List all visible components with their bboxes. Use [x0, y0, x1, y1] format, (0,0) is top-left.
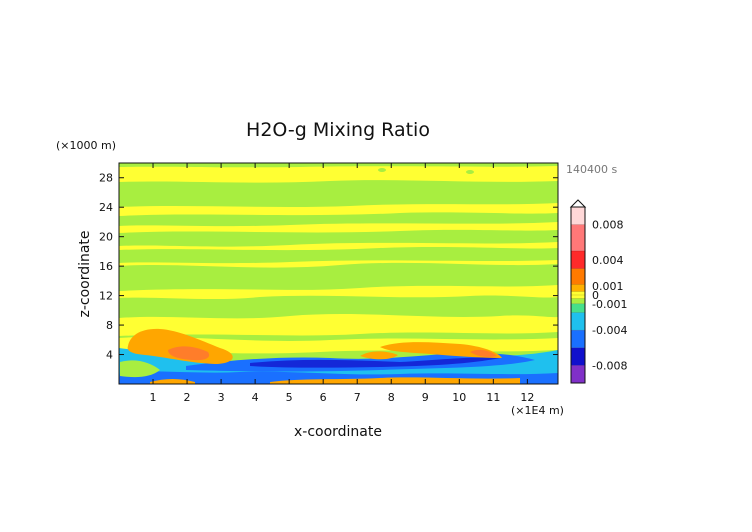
x-tick-label: 9 — [422, 391, 429, 404]
colorbar-label: 0.008 — [592, 219, 624, 232]
x-axis: 1 2 3 4 5 6 7 8 9 10 11 12 — [150, 163, 534, 404]
field-band — [470, 349, 497, 357]
colorbar-segment — [571, 224, 585, 251]
x-tick-label: 6 — [320, 391, 327, 404]
field-band — [150, 379, 195, 384]
x-axis-unit: (×1E4 m) — [511, 404, 564, 417]
field-band — [466, 170, 474, 174]
colorbar-label: -0.001 — [592, 298, 627, 311]
colorbar-segment — [571, 284, 585, 292]
field-band — [119, 212, 558, 227]
colorbar-label: -0.004 — [592, 324, 627, 337]
field-band — [378, 168, 386, 172]
heatmap-field — [119, 163, 558, 384]
colorbar-label: 0.004 — [592, 254, 624, 267]
field-band — [119, 229, 558, 247]
field-band — [120, 360, 160, 378]
y-tick-label: 28 — [99, 172, 113, 185]
colorbar-segment — [571, 347, 585, 366]
field-band — [119, 163, 558, 168]
y-tick-label: 12 — [99, 290, 113, 303]
x-tick-label: 4 — [252, 391, 259, 404]
x-tick-label: 5 — [286, 391, 293, 404]
colorbar-arrow — [569, 199, 587, 208]
field-band — [119, 262, 558, 291]
y-axis: 4 8 12 16 20 24 28 — [99, 172, 558, 362]
field-band — [425, 191, 435, 197]
y-axis-label: z-coordinate — [77, 230, 93, 317]
field-band — [250, 357, 500, 368]
chart-title: H2O-g Mixing Ratio — [246, 119, 430, 141]
field-band — [360, 351, 398, 360]
field-band — [119, 314, 558, 336]
colorbar-frame — [570, 206, 586, 384]
field-band — [119, 180, 558, 207]
time-label: 140400 s — [566, 163, 617, 176]
x-tick-label: 12 — [520, 391, 534, 404]
y-tick-label: 16 — [99, 260, 113, 273]
field-band — [168, 346, 210, 361]
y-tick-label: 20 — [99, 231, 113, 244]
colorbar-segment — [571, 298, 585, 304]
y-tick-label: 4 — [106, 349, 113, 362]
field-band — [380, 342, 502, 358]
colorbar-label: -0.008 — [592, 359, 627, 372]
colorbar-segment — [571, 207, 585, 225]
x-axis-label: x-coordinate — [294, 424, 382, 440]
colorbar-label: 0 — [592, 289, 599, 302]
colorbar-segment — [571, 330, 585, 348]
colorbar-segment — [571, 295, 585, 299]
colorbar-segment — [571, 251, 585, 269]
colorbar-segment — [571, 291, 585, 295]
field-band — [119, 247, 558, 264]
x-tick-label: 10 — [452, 391, 466, 404]
colorbar-segment — [571, 365, 585, 383]
x-tick-label: 1 — [150, 391, 157, 404]
x-tick-label: 8 — [388, 391, 395, 404]
field-band — [270, 377, 520, 384]
y-tick-label: 8 — [106, 319, 113, 332]
colorbar-label: 0.001 — [592, 280, 624, 293]
x-tick-label: 3 — [218, 391, 225, 404]
plot-frame — [118, 162, 559, 385]
x-tick-label: 11 — [486, 391, 500, 404]
colorbar-segment — [571, 312, 585, 331]
x-tick-label: 2 — [184, 391, 191, 404]
y-tick-label: 24 — [99, 201, 113, 214]
x-tick-label: 7 — [354, 391, 361, 404]
colorbar-segment — [571, 303, 585, 313]
colorbar-segment — [571, 268, 585, 285]
y-axis-unit: (×1000 m) — [56, 139, 116, 152]
